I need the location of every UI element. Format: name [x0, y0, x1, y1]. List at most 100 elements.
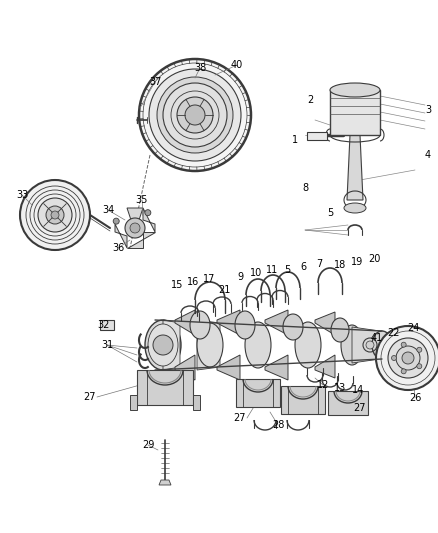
Ellipse shape	[331, 318, 349, 342]
Circle shape	[153, 335, 173, 355]
Circle shape	[157, 77, 233, 153]
Text: 14: 14	[352, 385, 364, 395]
Text: 21: 21	[218, 285, 230, 295]
Polygon shape	[347, 135, 363, 200]
Ellipse shape	[344, 203, 366, 213]
Polygon shape	[197, 320, 220, 370]
Circle shape	[145, 209, 151, 216]
Text: 20: 20	[368, 254, 380, 264]
Text: 19: 19	[351, 257, 363, 267]
Circle shape	[46, 206, 64, 224]
Circle shape	[402, 352, 414, 364]
Text: 27: 27	[354, 403, 366, 413]
Text: 17: 17	[203, 274, 215, 284]
Polygon shape	[217, 355, 240, 380]
Text: 15: 15	[171, 280, 183, 290]
Text: 5: 5	[284, 265, 290, 275]
Circle shape	[376, 326, 438, 390]
Circle shape	[130, 223, 140, 233]
Text: 16: 16	[187, 277, 199, 287]
Text: 38: 38	[194, 63, 206, 73]
Text: 5: 5	[327, 208, 333, 218]
Polygon shape	[127, 232, 155, 248]
Bar	[307, 132, 327, 140]
Text: 10: 10	[250, 268, 262, 278]
Text: 2: 2	[307, 95, 313, 105]
Circle shape	[113, 218, 119, 224]
Text: 4: 4	[425, 150, 431, 160]
Text: 36: 36	[112, 243, 124, 253]
Text: 32: 32	[97, 320, 109, 330]
Ellipse shape	[330, 83, 380, 97]
Circle shape	[38, 198, 72, 232]
Text: 13: 13	[334, 383, 346, 393]
Polygon shape	[217, 310, 240, 335]
Ellipse shape	[245, 322, 271, 368]
Text: 33: 33	[16, 190, 28, 200]
Text: 31: 31	[101, 340, 113, 350]
Polygon shape	[130, 395, 137, 410]
Text: 24: 24	[407, 323, 419, 333]
Polygon shape	[352, 327, 380, 363]
Circle shape	[149, 69, 241, 161]
Text: 6: 6	[300, 262, 306, 272]
Text: 11: 11	[266, 265, 278, 275]
Ellipse shape	[148, 324, 178, 366]
Text: 7: 7	[316, 259, 322, 269]
Polygon shape	[163, 320, 180, 370]
Circle shape	[396, 346, 420, 370]
Ellipse shape	[372, 331, 392, 359]
Polygon shape	[236, 379, 280, 407]
Text: 27: 27	[84, 392, 96, 402]
Circle shape	[185, 105, 205, 125]
Circle shape	[401, 369, 406, 374]
Polygon shape	[159, 480, 171, 485]
Polygon shape	[115, 224, 127, 248]
Circle shape	[366, 341, 374, 349]
Ellipse shape	[341, 325, 363, 365]
Text: 34: 34	[102, 205, 114, 215]
Circle shape	[401, 342, 406, 347]
Circle shape	[139, 59, 251, 171]
Ellipse shape	[145, 320, 181, 370]
Text: 3: 3	[425, 105, 431, 115]
Circle shape	[51, 211, 59, 219]
Polygon shape	[315, 312, 335, 335]
Ellipse shape	[197, 323, 223, 367]
Ellipse shape	[283, 314, 303, 340]
Ellipse shape	[190, 311, 210, 339]
Text: 37: 37	[149, 77, 161, 87]
Circle shape	[417, 364, 422, 369]
Polygon shape	[193, 395, 200, 410]
Polygon shape	[175, 310, 195, 335]
Circle shape	[177, 97, 213, 133]
Circle shape	[20, 180, 90, 250]
Circle shape	[125, 218, 145, 238]
Polygon shape	[315, 355, 335, 378]
Text: 27: 27	[234, 413, 246, 423]
Circle shape	[388, 338, 428, 378]
Polygon shape	[265, 355, 288, 380]
Circle shape	[417, 348, 422, 352]
Polygon shape	[127, 208, 143, 220]
Polygon shape	[265, 310, 288, 335]
Text: 40: 40	[231, 60, 243, 70]
Text: 18: 18	[334, 260, 346, 270]
Ellipse shape	[235, 311, 255, 339]
Ellipse shape	[295, 322, 321, 368]
Text: 29: 29	[142, 440, 154, 450]
Text: 8: 8	[302, 183, 308, 193]
Text: 9: 9	[237, 272, 243, 282]
Text: 12: 12	[317, 380, 329, 390]
Polygon shape	[175, 355, 195, 380]
Text: 22: 22	[387, 328, 399, 338]
Bar	[100, 320, 114, 330]
Text: 28: 28	[272, 420, 284, 430]
Circle shape	[392, 356, 396, 360]
Text: 41: 41	[371, 333, 383, 343]
Text: 35: 35	[136, 195, 148, 205]
Polygon shape	[137, 370, 193, 405]
Polygon shape	[143, 208, 155, 232]
Polygon shape	[281, 386, 325, 414]
Circle shape	[163, 83, 227, 147]
